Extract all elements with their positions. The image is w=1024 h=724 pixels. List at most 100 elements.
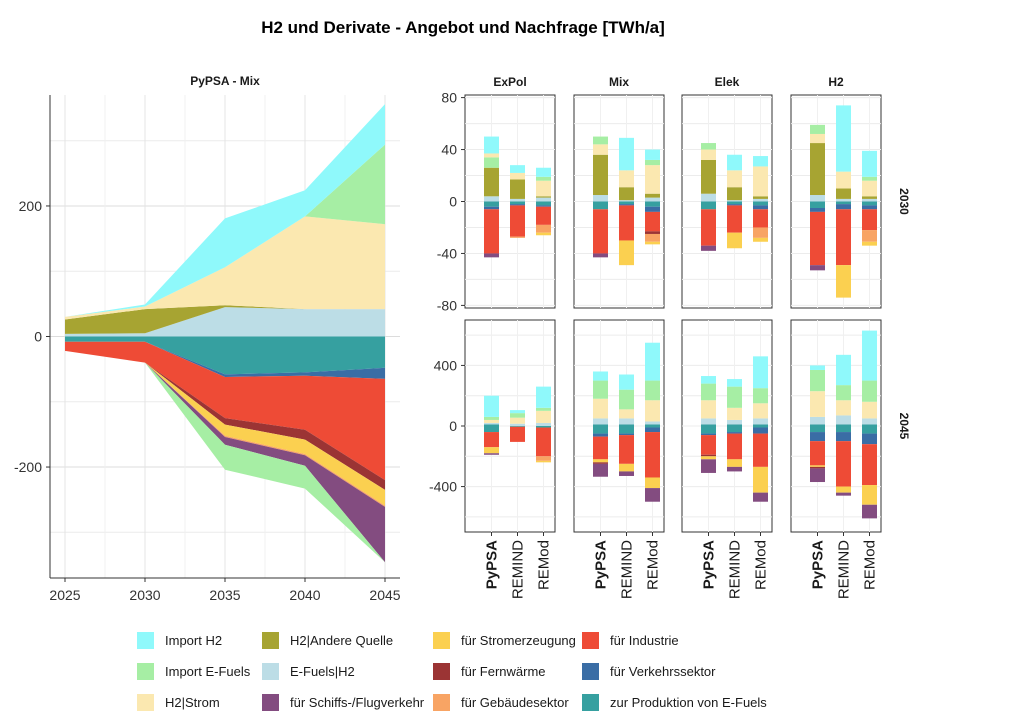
bar-segment-h2-remod-2030-f-r-geb-udesektor: [862, 230, 877, 242]
bar-segment-elek-pypsa-2045-zur-produktion-von-e-fuels: [701, 424, 716, 426]
bar-segment-mix-pypsa-2030-zur-produktion-von-e-fuels: [593, 201, 608, 210]
area-panel-title: PyPSA - Mix: [190, 74, 260, 88]
bar-segment-elek-pypsa-2030-f-r-industrie: [701, 209, 716, 246]
bar-segment-mix-remind-2045-f-r-stromerzeugung: [619, 463, 634, 472]
bar-segment-expol-remod-2030-h2-andere-quelle: [536, 196, 551, 198]
bar-segment-elek-remod-2045-zur-produktion-von-e-fuels: [753, 424, 768, 426]
area-f-r-stromerzeugung: [65, 350, 385, 506]
bar-segment-expol-pypsa-2045-f-r-stromerzeugung: [484, 447, 499, 454]
bar-segment-mix-remind-2030-f-r-verkehrssektor: [619, 204, 634, 206]
bar-segment-h2-remind-2030-e-fuels-h2: [836, 198, 851, 202]
bar-segment-elek-remod-2045-e-fuels-h2: [753, 418, 768, 425]
y-tick-label: -40: [437, 245, 457, 261]
bar-segment-elek-remind-2045-e-fuels-h2: [727, 419, 742, 425]
area-e-fuels-h2: [65, 307, 385, 337]
x-tick-label: 2025: [49, 587, 80, 603]
bar-segment-h2-pypsa-2045-f-r-fernw-rme: [810, 466, 825, 469]
bar-segment-expol-remod-2030-f-r-industrie: [536, 206, 551, 225]
bar-segment-expol-remod-2045-f-r-stromerzeugung: [536, 460, 551, 463]
bar-segment-elek-pypsa-2045-f-r-verkehrssektor: [701, 433, 716, 436]
bar-segment-expol-pypsa-2030-zur-produktion-von-e-fuels: [484, 201, 499, 207]
bar-segment-h2-remod-2045-import-e-fuels: [862, 380, 877, 402]
legend-swatch: [433, 694, 450, 711]
bar-segment-h2-remod-2030-f-r-stromerzeugung: [862, 241, 877, 246]
facet-label-mix: Mix: [609, 75, 629, 89]
bar-segment-h2-pypsa-2030-h2-strom: [810, 133, 825, 144]
y-tick-label: 0: [449, 194, 457, 210]
legend-swatch: [433, 632, 450, 649]
bar-segment-expol-remind-2045-zur-produktion-von-e-fuels: [510, 426, 525, 427]
bar-segment-elek-remod-2045-import-h2: [753, 356, 768, 389]
bar-segment-expol-remod-2030-e-fuels-h2: [536, 197, 551, 202]
bar-segment-mix-remod-2045-zur-produktion-von-e-fuels: [645, 426, 660, 428]
bar-segment-mix-pypsa-2045-f-r-stromerzeugung: [593, 459, 608, 463]
legend-swatch: [582, 663, 599, 680]
bar-segment-mix-remod-2030-import-e-fuels: [645, 159, 660, 166]
legend-item-f-r-geb-udesektor: für Gebäudesektor: [433, 694, 569, 711]
bar-segment-elek-remod-2045-f-r-verkehrssektor: [753, 427, 768, 434]
bar-segment-elek-remod-2045-import-e-fuels: [753, 388, 768, 404]
bar-segment-mix-pypsa-2045-f-r-verkehrssektor: [593, 433, 608, 437]
legend-item-import-e-fuels: Import E-Fuels: [137, 663, 251, 680]
legend-item-import-h2: Import H2: [137, 632, 222, 649]
legend-label: für Verkehrssektor: [610, 664, 716, 679]
y-tick-label: 0: [449, 418, 457, 434]
bar-segment-expol-remind-2030-f-r-geb-udesektor: [510, 236, 525, 238]
bar-segment-expol-remod-2045-zur-produktion-von-e-fuels: [536, 426, 551, 428]
bar-segment-mix-remod-2045-e-fuels-h2: [645, 421, 660, 425]
bar-segment-expol-pypsa-2030-import-e-fuels: [484, 157, 499, 168]
area-f-r-industrie: [65, 341, 385, 481]
legend-item-e-fuels-h2: E-Fuels|H2: [262, 663, 355, 680]
bar-segment-mix-pypsa-2045-zur-produktion-von-e-fuels: [593, 424, 608, 426]
bar-segment-expol-remod-2045-h2-strom: [536, 410, 551, 423]
bar-segment-mix-pypsa-2030-import-e-fuels: [593, 136, 608, 145]
bar-segment-expol-remod-2030-f-r-verkehrssektor: [536, 205, 551, 207]
bar-segment-h2-remod-2030-f-r-industrie: [862, 209, 877, 231]
bar-segment-h2-remod-2030-f-r-verkehrssektor: [862, 205, 877, 210]
bar-segment-mix-remind-2030-e-fuels-h2: [619, 200, 634, 202]
bar-segment-h2-remod-2045-f-r-verkehrssektor: [862, 433, 877, 445]
bar-segment-expol-remind-2030-import-h2: [510, 165, 525, 173]
bar-segment-mix-remind-2030-h2-strom: [619, 170, 634, 188]
bar-segment-expol-remind-2045-e-fuels-h2: [510, 423, 525, 426]
bar-segment-h2-remod-2030-e-fuels-h2: [862, 198, 877, 202]
x-tick-label: 2045: [369, 587, 400, 603]
bar-segment-h2-remod-2045-zur-produktion-von-e-fuels: [862, 426, 877, 434]
bar-segment-elek-pypsa-2030-import-e-fuels: [701, 143, 716, 150]
x-tick-label-remod: REMod: [536, 540, 553, 590]
facet-label-elek: Elek: [715, 75, 740, 89]
bar-segment-elek-remind-2030-e-fuels-h2: [727, 200, 742, 202]
x-tick-label-pypsa: PyPSA: [810, 540, 827, 589]
row-label-2030: 2030: [897, 188, 911, 215]
bar-segment-expol-pypsa-2030-h2-strom: [484, 153, 499, 158]
bar-segment-mix-remod-2030-f-r-industrie: [645, 211, 660, 232]
bar-segment-mix-remind-2030-f-r-stromerzeugung: [619, 240, 634, 266]
bar-segment-expol-remod-2030-h2-strom: [536, 180, 551, 197]
bar-segment-elek-remind-2045-f-r-verkehrssektor: [727, 432, 742, 434]
legend-item-h2-andere-quelle: H2|Andere Quelle: [262, 632, 393, 649]
bar-segment-elek-remod-2030-f-r-stromerzeugung: [753, 237, 768, 242]
bar-segment-h2-remind-2030-import-h2: [836, 105, 851, 172]
bar-segment-elek-remod-2045-h2-strom: [753, 403, 768, 419]
bar-segment-h2-pypsa-2030-import-e-fuels: [810, 124, 825, 134]
bar-segment-h2-pypsa-2030-f-r-schiffs-flugverkehr: [810, 265, 825, 271]
bar-segment-expol-pypsa-2030-f-r-schiffs-flugverkehr: [484, 253, 499, 258]
bar-segment-elek-remind-2045-zur-produktion-von-e-fuels: [727, 424, 742, 426]
bar-segment-elek-pypsa-2030-zur-produktion-von-e-fuels: [701, 201, 716, 210]
bar-segment-mix-remind-2045-import-e-fuels: [619, 389, 634, 410]
bar-segment-elek-pypsa-2030-e-fuels-h2: [701, 193, 716, 202]
facet-label-expol: ExPol: [493, 75, 526, 89]
legend-item-f-r-stromerzeugung: für Stromerzeugung: [433, 632, 576, 649]
bar-segment-h2-remind-2045-import-h2: [836, 354, 851, 386]
x-tick-label-remind: REMIND: [619, 540, 636, 599]
bar-segment-expol-pypsa-2030-e-fuels-h2: [484, 196, 499, 202]
bar-segment-expol-pypsa-2045-e-fuels-h2: [484, 422, 499, 425]
area-import-e-fuels: [65, 350, 385, 563]
x-tick-label-pypsa: PyPSA: [484, 540, 501, 589]
bar-segment-mix-remod-2045-zur-produktion-von-e-fuels: [645, 424, 660, 426]
bar-segment-expol-remind-2030-f-r-industrie: [510, 205, 525, 237]
bar-segment-mix-pypsa-2045-f-r-fernw-rme: [593, 462, 608, 464]
bar-segment-elek-pypsa-2030-f-r-schiffs-flugverkehr: [701, 245, 716, 251]
bar-segment-mix-pypsa-2045-import-h2: [593, 371, 608, 381]
